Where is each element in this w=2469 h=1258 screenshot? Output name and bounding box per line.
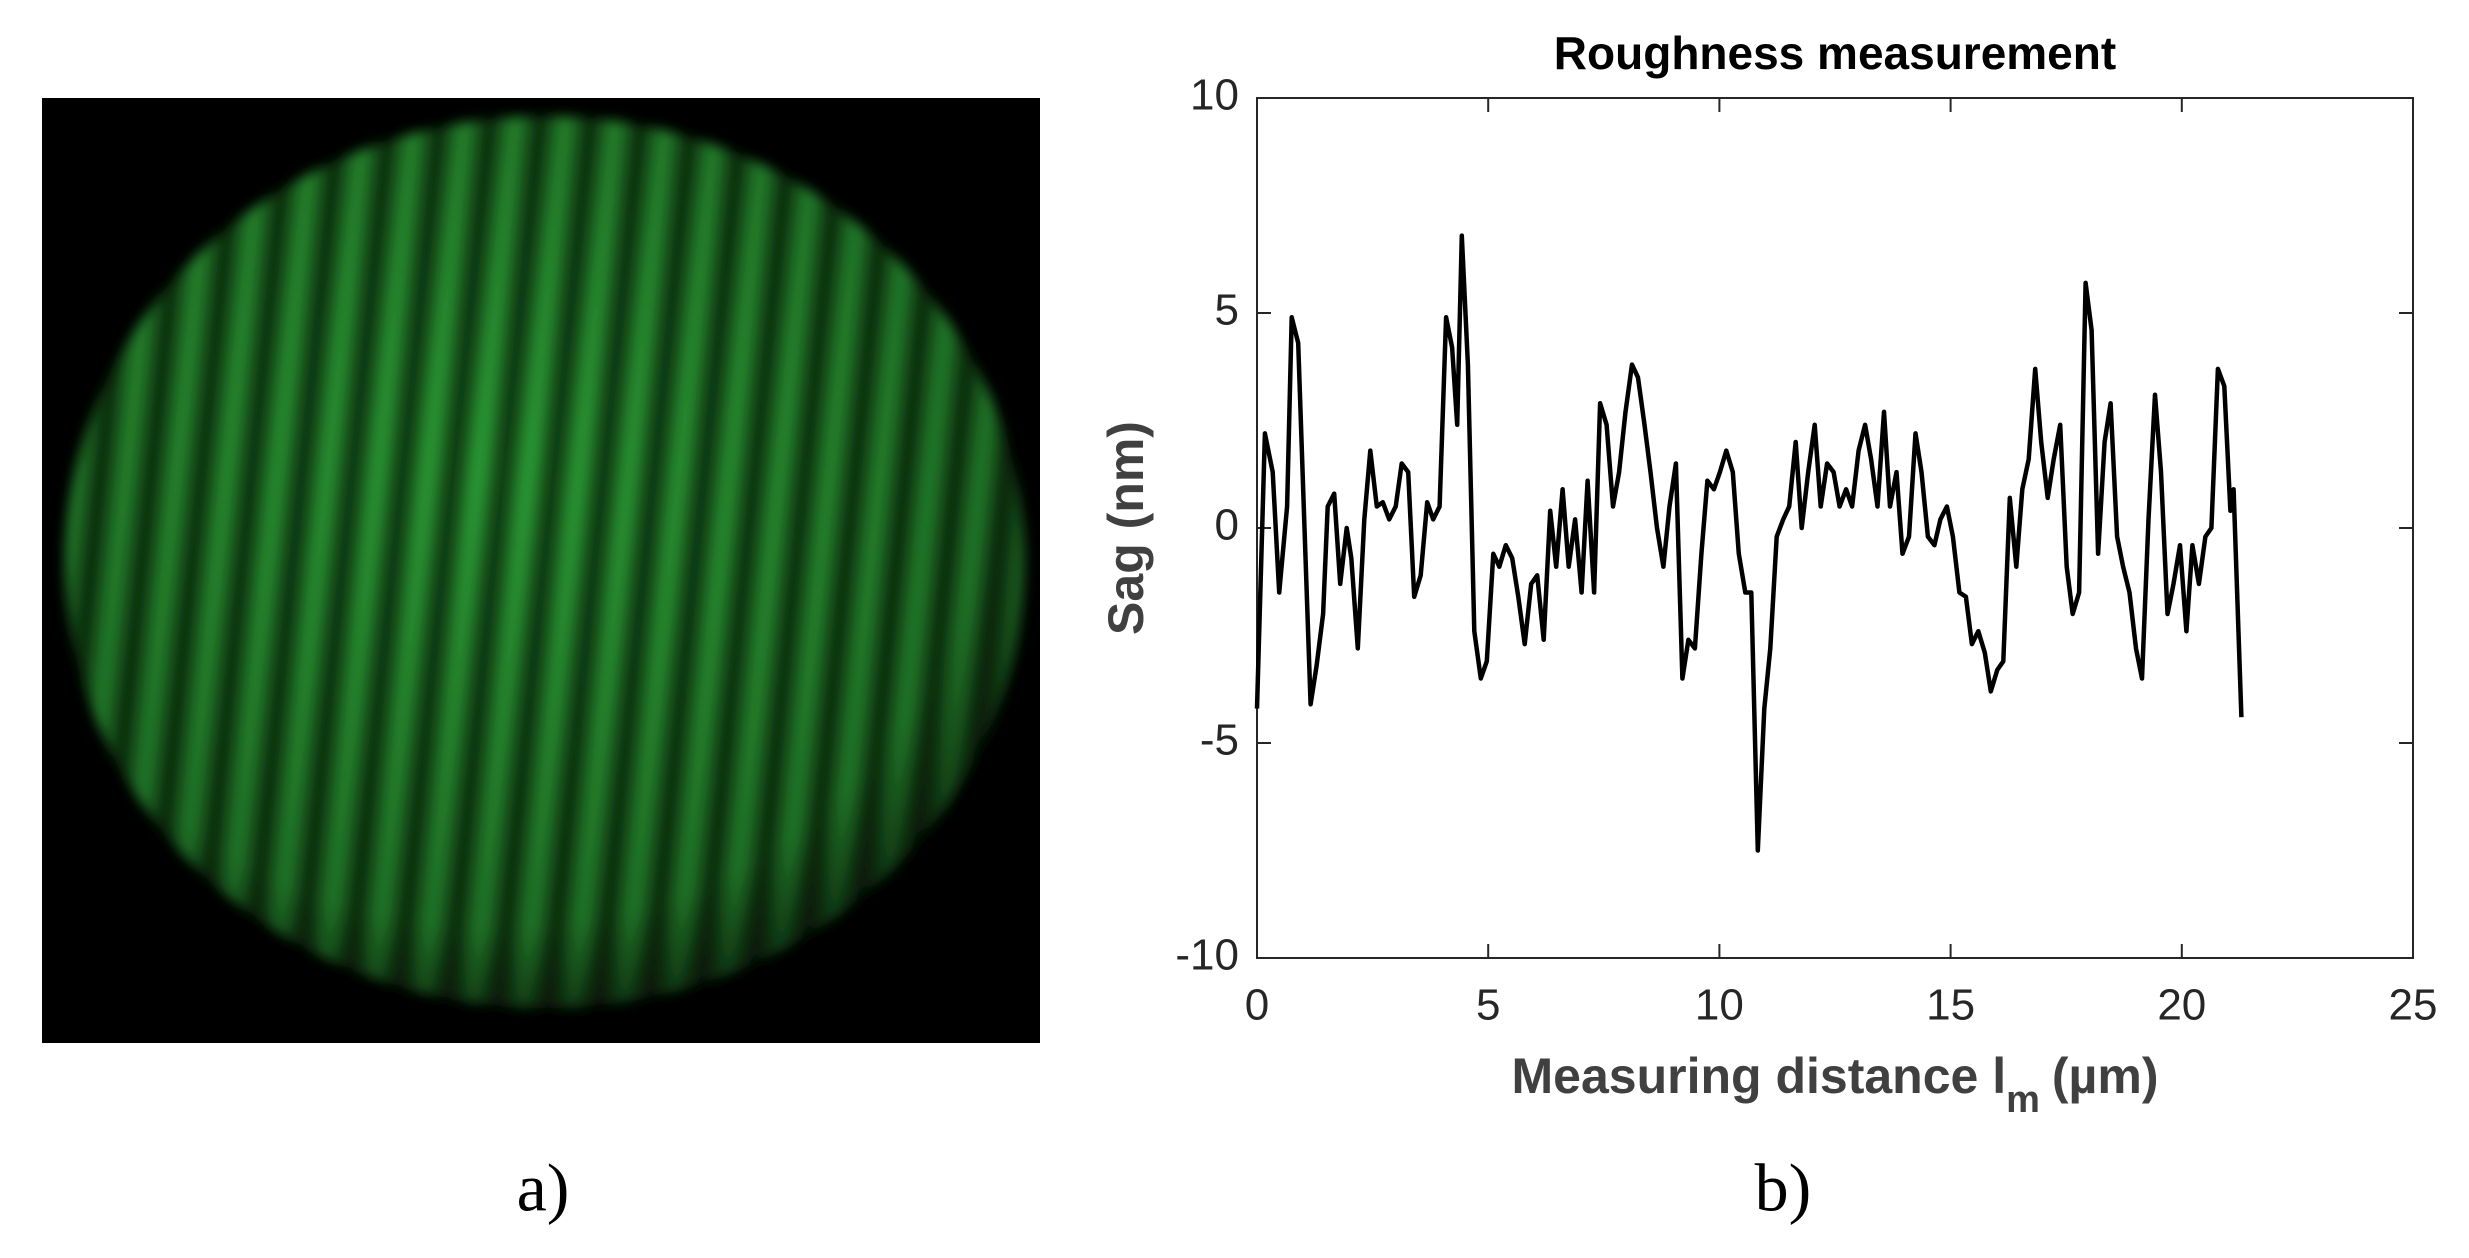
interferogram-image — [42, 98, 1040, 1043]
y-tick-label: -5 — [1200, 716, 1239, 765]
panel-label: b) — [1755, 1150, 1812, 1226]
panel-label: a) — [517, 1150, 570, 1226]
y-tick-label: -10 — [1175, 931, 1239, 980]
y-tick-label: 0 — [1215, 501, 1239, 550]
x-tick-label: 20 — [2157, 981, 2206, 1030]
plot-area — [1256, 97, 2414, 959]
y-axis-label: Sag (nm) — [1098, 421, 1154, 635]
x-axis-label: Measuring distance lm (µm) — [1512, 1048, 2159, 1121]
chart-title: Roughness measurement — [1554, 27, 2116, 79]
y-tick-label: 10 — [1190, 71, 1239, 120]
data-line — [1254, 233, 2244, 853]
x-tick-label: 10 — [1695, 981, 1744, 1030]
x-tick-label: 5 — [1476, 981, 1500, 1030]
x-label-subscript: m — [2006, 1079, 2040, 1121]
y-tick-label: 5 — [1215, 286, 1239, 335]
x-tick-label: 0 — [1245, 981, 1269, 1030]
x-label-unit: (µm) — [2052, 1048, 2159, 1104]
x-tick-label: 15 — [1926, 981, 1975, 1030]
x-tick-label: 25 — [2389, 981, 2438, 1030]
x-label-main: Measuring distance l — [1512, 1048, 2007, 1104]
